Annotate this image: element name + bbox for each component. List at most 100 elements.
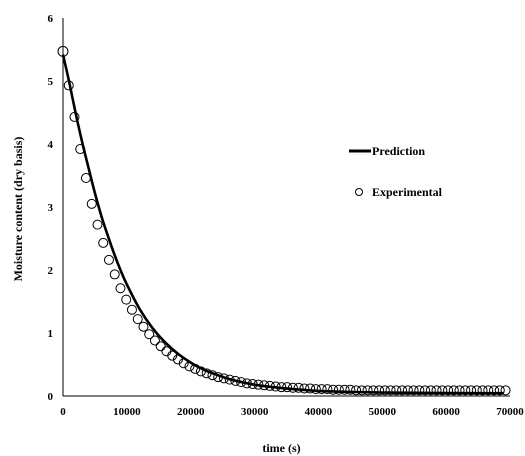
experimental-point [144,329,155,340]
experimental-point [109,269,120,280]
experimental-point [322,384,333,395]
experimental-point [500,385,511,396]
experimental-point [195,366,206,377]
experimental-point [201,368,212,379]
experimental-point [75,144,86,155]
experimental-point [236,377,247,388]
experimental-point [167,350,178,361]
y-axis-ticks: 0 1 2 3 4 5 6 [48,13,54,403]
experimental-point [259,380,270,391]
legend-experimental-marker [355,188,363,196]
x-tick-label: 10000 [113,406,141,418]
x-axis-title: time (s) [262,441,300,455]
experimental-point [437,385,448,396]
experimental-point [287,382,298,393]
experimental-point [264,380,275,391]
experimental-point [270,381,281,392]
experimental-point [494,385,505,396]
experimental-point [408,385,419,396]
experimental-point [86,198,97,209]
experimental-point [247,379,258,390]
experimental-point [316,384,327,395]
experimental-point [397,385,408,396]
experimental-point [299,383,310,394]
experimental-point [385,385,396,396]
experimental-point [155,341,166,352]
experimental-point [132,314,143,325]
y-tick-label: 5 [48,76,54,88]
experimental-point [310,384,321,395]
x-tick-label: 50000 [369,406,397,418]
experimental-point [241,378,252,389]
experimental-point [362,385,373,396]
experimental-point [230,375,241,386]
experimental-point [126,304,137,315]
experimental-point [339,384,350,395]
experimental-point [213,372,224,383]
experimental-point [92,219,103,230]
x-tick-label: 70000 [496,406,524,418]
experimental-point [138,321,149,332]
x-tick-label: 60000 [432,406,460,418]
x-tick-label: 20000 [177,406,205,418]
experimental-point [425,385,436,396]
experimental-point [477,385,488,396]
experimental-point [471,385,482,396]
experimental-point [345,384,356,395]
experimental-point [207,370,218,381]
experimental-point [333,384,344,395]
y-tick-label: 0 [48,391,54,403]
experimental-point [483,385,494,396]
x-tick-label: 0 [60,406,66,418]
experimental-point [98,237,109,248]
experimental-point [328,384,339,395]
legend-prediction-label: Prediction [372,144,425,158]
experimental-point [190,363,201,374]
experimental-point [448,385,459,396]
experimental-point [121,294,132,305]
y-tick-label: 1 [48,328,54,340]
experimental-point [178,358,189,369]
experimental-point [149,335,160,346]
experimental-point [218,373,229,384]
experimental-point [374,385,385,396]
prediction-line [61,54,504,395]
experimental-point [161,346,172,357]
experimental-point [466,385,477,396]
experimental-point [253,379,264,390]
experimental-point [351,385,362,396]
experimental-point [454,385,465,396]
plot-area [57,45,511,396]
y-axis-title: Moisture content (dry basis) [11,137,25,282]
experimental-point [391,385,402,396]
experimental-point [489,385,500,396]
experimental-point [103,254,114,265]
experimental-point [172,354,183,365]
experimental-point [276,382,287,393]
y-tick-label: 6 [48,13,54,25]
y-tick-label: 4 [48,139,54,151]
experimental-point [414,385,425,396]
experimental-point [69,111,80,122]
experimental-point [443,385,454,396]
experimental-point [63,80,74,91]
x-tick-label: 40000 [305,406,333,418]
y-tick-label: 2 [48,265,54,277]
experimental-point [305,383,316,394]
experimental-point [184,361,195,372]
experimental-point [224,374,235,385]
legend: Prediction Experimental [349,144,443,199]
legend-experimental-label: Experimental [372,185,443,199]
experimental-point [293,382,304,393]
experimental-point [460,385,471,396]
experimental-point [115,283,126,294]
experimental-point [379,385,390,396]
experimental-point [356,385,367,396]
experimental-point [282,382,293,393]
experimental-point [420,385,431,396]
experimental-point [402,385,413,396]
experimental-point [431,385,442,396]
experimental-point [368,385,379,396]
x-axis-ticks: 0 10000 20000 30000 40000 50000 60000 70000 [60,406,524,418]
